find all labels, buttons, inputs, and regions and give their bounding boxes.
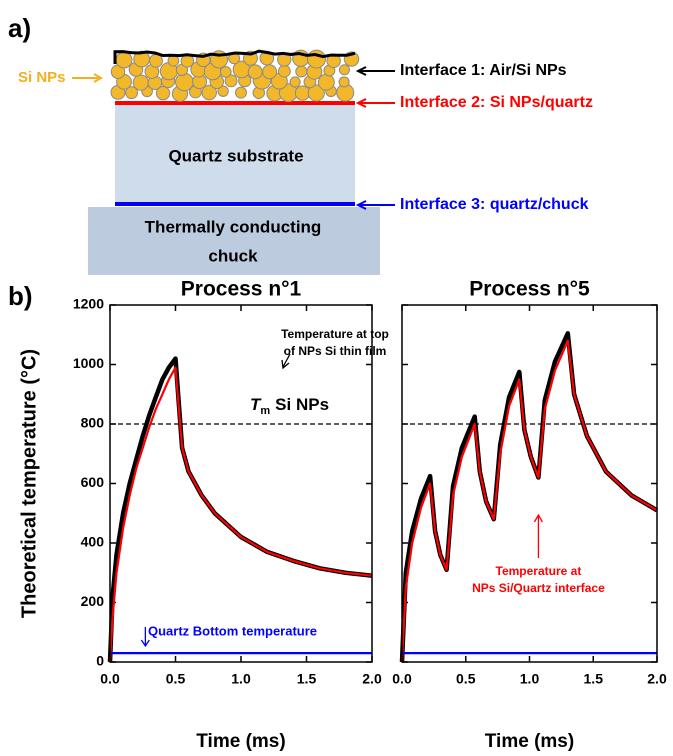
nanoparticle (338, 76, 350, 88)
panel-label: a) (8, 13, 31, 43)
nanoparticle (317, 73, 335, 91)
nanoparticle (125, 86, 139, 100)
arrow (355, 200, 395, 210)
nanoparticle (262, 64, 278, 80)
nanoparticle (247, 64, 263, 80)
x-axis-label: Time (ms) (485, 731, 574, 752)
surface (113, 49, 356, 64)
nanoparticles (110, 49, 360, 103)
nanoparticle (338, 64, 350, 76)
nanoparticle (175, 72, 194, 92)
y-tick-label: 1200 (73, 296, 104, 312)
nanoparticle (219, 66, 232, 78)
annotation-arrow (533, 513, 543, 558)
nanoparticle (307, 49, 326, 69)
threshold-label-part: Si NPs (275, 395, 329, 414)
arrow (355, 98, 395, 108)
x-tick-label: 0.5 (456, 671, 476, 687)
y-tick-label: 800 (81, 415, 105, 431)
threshold-label-part: m (260, 405, 270, 417)
x-tick-label: 2.0 (362, 671, 382, 687)
annotation: NPs Si/Quartz interface (472, 581, 605, 595)
quartz (115, 104, 355, 203)
chuck-label: chuck (208, 246, 258, 265)
x-axis-label: Time (ms) (196, 731, 285, 752)
y-tick-label: 400 (81, 534, 105, 550)
annotation: Temperature at top (281, 327, 389, 341)
x-tick-label: 0.0 (392, 671, 412, 687)
nanoparticle (234, 86, 247, 99)
x-tick-label: 2.0 (647, 671, 667, 687)
series-line (108, 366, 373, 663)
nanoparticle (224, 74, 238, 88)
x-tick-label: 1.5 (584, 671, 604, 687)
chuck (88, 207, 380, 275)
nanoparticle (307, 84, 325, 102)
nanoparticle (217, 85, 229, 97)
chart-title: Process n°5 (469, 278, 590, 301)
nanoparticle (167, 54, 180, 67)
annotation-arrow (140, 627, 150, 648)
nanoparticle (277, 64, 291, 78)
quartz-label: Quartz substrate (168, 146, 303, 165)
annotation-arrow (281, 353, 291, 370)
threshold-label-part: T (250, 395, 262, 414)
y-tick-label: 1000 (73, 355, 104, 371)
annotation: of NPs Si thin film (284, 344, 387, 358)
panel-label: b) (8, 281, 33, 311)
nanoparticle (115, 51, 133, 69)
arrow (355, 66, 395, 76)
series-line (107, 356, 373, 663)
series-line (400, 339, 658, 663)
y-tick-label: 200 (81, 593, 105, 609)
np-label: Si NPs (18, 69, 66, 86)
plot-frame (109, 304, 373, 663)
nanoparticle (201, 84, 217, 101)
y-tick-label: 0 (96, 653, 104, 669)
x-tick-label: 0.0 (100, 671, 120, 687)
chart-title: Process n°1 (181, 278, 302, 301)
nanoparticle (294, 85, 311, 101)
plot-frame (401, 304, 658, 663)
y-tick-label: 600 (81, 474, 105, 490)
arrow (72, 73, 104, 83)
interface-label: Interface 3: quartz/chuck (400, 196, 589, 213)
nanoparticle (295, 65, 308, 78)
interface-label: Interface 2: Si NPs/quartz (400, 94, 593, 111)
nanoparticle (155, 86, 171, 101)
threshold-label: Tm Si NPs (250, 395, 329, 416)
x-tick-label: 1.5 (297, 671, 317, 687)
nanoparticle (289, 76, 301, 88)
series-line (399, 331, 659, 663)
x-tick-label: 0.5 (166, 671, 186, 687)
annotation: Quartz Bottom temperature (148, 623, 317, 638)
annotation: Temperature at (496, 564, 582, 578)
chuck-label: Thermally conducting (145, 217, 322, 236)
interface-label: Interface 1: Air/Si NPs (400, 62, 567, 79)
x-tick-label: 1.0 (520, 671, 540, 687)
y-axis-label: Theoretical temperature (°C) (18, 349, 40, 618)
nanoparticle (132, 74, 149, 91)
x-tick-label: 1.0 (231, 671, 251, 687)
